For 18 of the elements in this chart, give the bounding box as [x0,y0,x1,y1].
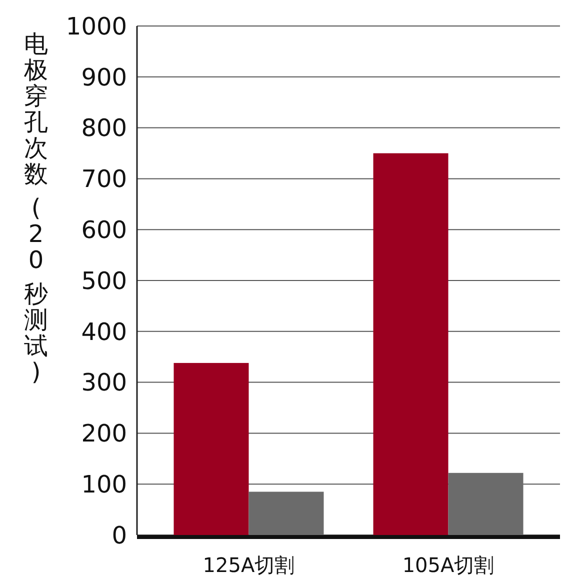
x-tick-label: 125A切割 [202,553,295,577]
text: 电极穿孔次数 (20 秒测试) [24,30,48,386]
y-tick-label: 300 [81,368,127,397]
x-tick-label: 105A切割 [402,553,494,577]
y-tick-label: 800 [81,114,127,142]
y-tick-label: 0 [112,521,127,550]
bar [448,472,524,535]
y-tick-label: 1000 [66,12,127,40]
y-tick-label: 400 [81,318,127,346]
y-tick-label: 500 [81,266,127,295]
bar [248,492,324,535]
y-tick-label: 200 [81,420,127,448]
y-tick-label: 900 [81,63,127,92]
y-tick-label: 600 [81,216,127,244]
y-tick-label: 100 [81,470,127,498]
y-tick-label: 700 [81,165,127,194]
bar [373,153,448,535]
bar [174,362,249,535]
